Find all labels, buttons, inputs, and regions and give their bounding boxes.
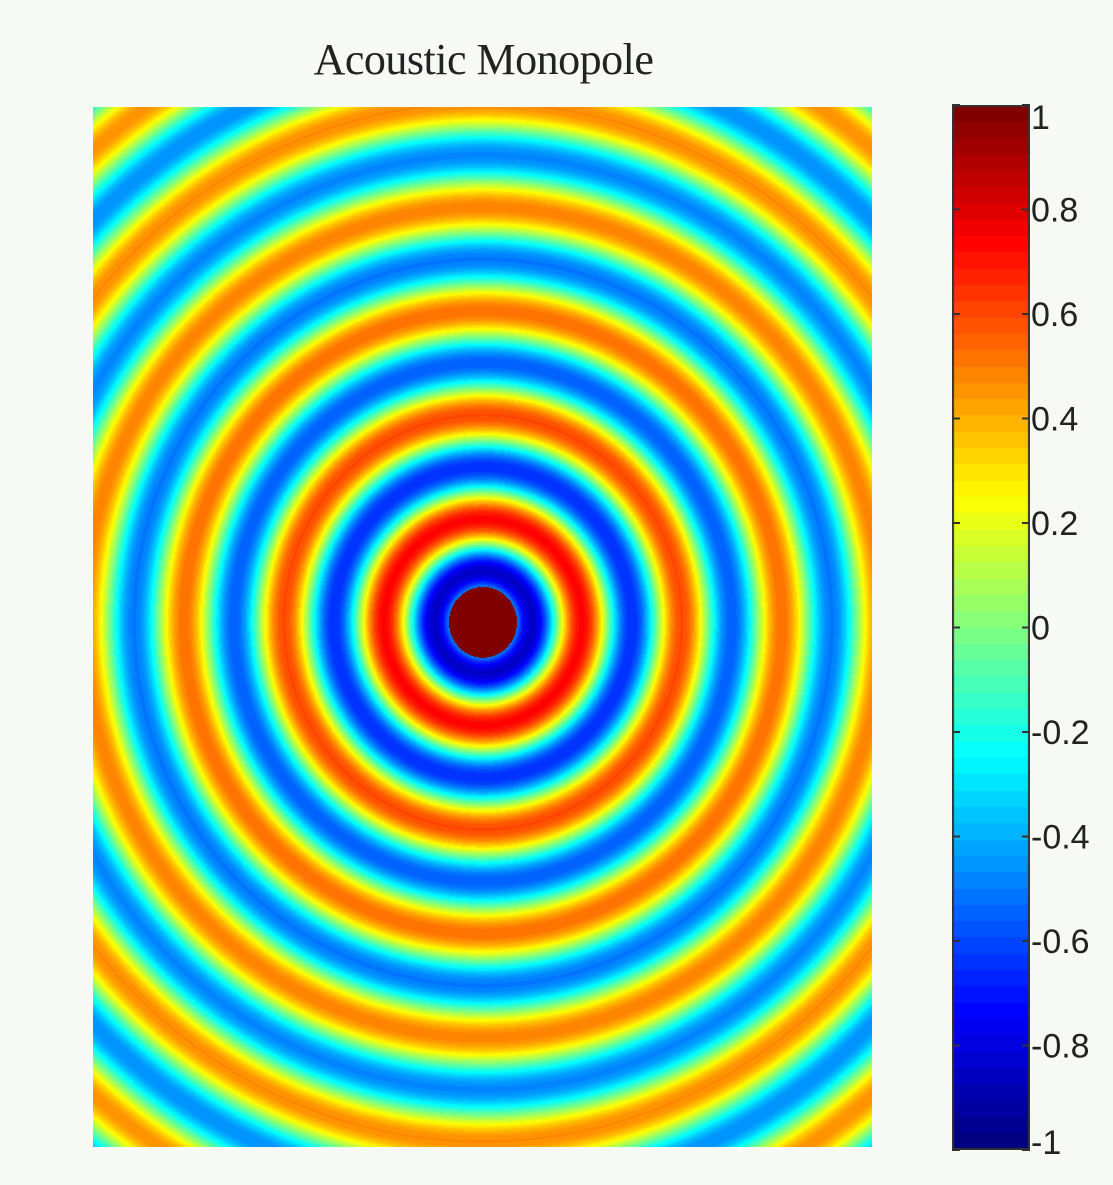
colorbar-tick-label: 0.6 bbox=[1031, 296, 1078, 334]
colorbar-tick-label: 1 bbox=[1031, 99, 1050, 137]
colorbar-tick-label: 0.2 bbox=[1031, 505, 1078, 543]
colorbar-tick-label: 0.4 bbox=[1031, 401, 1078, 439]
colorbar-tick-label: -1 bbox=[1031, 1124, 1061, 1162]
colorbar-tick-label: -0.4 bbox=[1031, 819, 1090, 857]
chart-title: Acoustic Monopole bbox=[313, 35, 654, 84]
colorbar-tick-label: 0 bbox=[1031, 610, 1050, 648]
colorbar bbox=[952, 105, 1030, 1150]
colorbar-tick-label: -0.8 bbox=[1031, 1028, 1090, 1066]
colorbar-tick-label: -0.6 bbox=[1031, 923, 1090, 961]
pressure-field-heatmap bbox=[93, 107, 872, 1147]
colorbar-tick-label: -0.2 bbox=[1031, 714, 1090, 752]
colorbar-tick-label: 0.8 bbox=[1031, 192, 1078, 230]
